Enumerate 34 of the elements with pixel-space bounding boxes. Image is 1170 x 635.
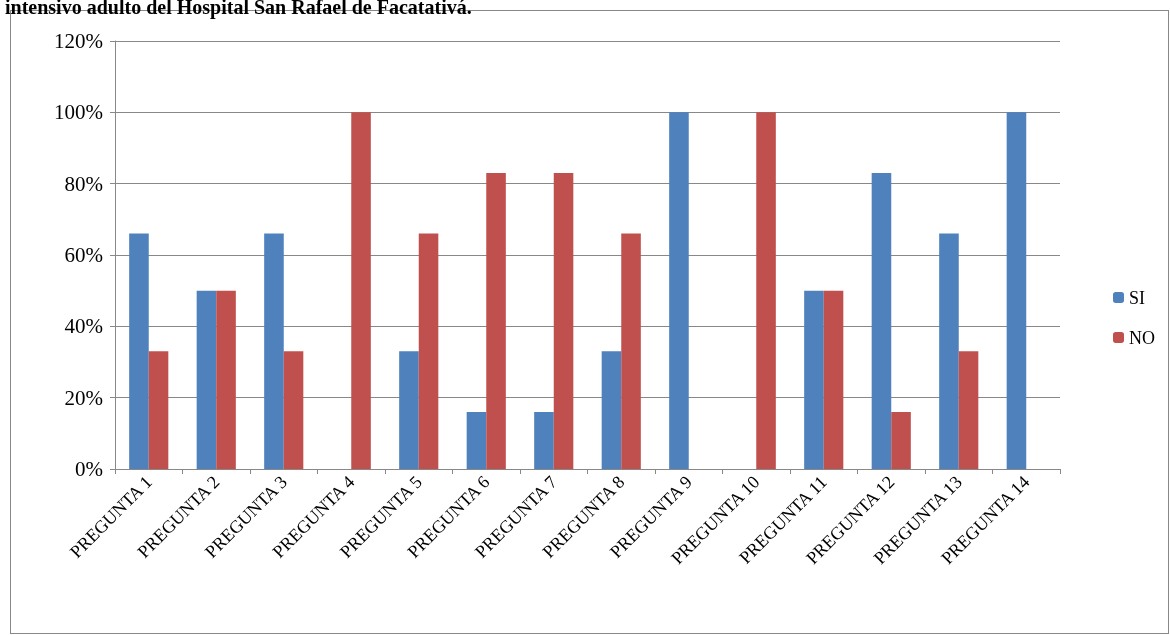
bar — [196, 290, 217, 469]
y-tick-label: 120% — [54, 29, 103, 53]
bar — [216, 290, 236, 469]
y-tick-label: 0% — [75, 457, 103, 481]
bar — [148, 351, 169, 469]
bar — [486, 172, 506, 469]
bar — [756, 112, 776, 469]
bar — [669, 112, 689, 469]
bar — [958, 351, 979, 469]
bar — [351, 112, 371, 469]
bar — [871, 172, 892, 469]
legend-label: NO — [1129, 327, 1155, 348]
bar — [601, 351, 622, 469]
bar — [534, 411, 554, 469]
legend-label: SI — [1129, 287, 1146, 308]
bar — [823, 290, 844, 469]
bar — [1006, 112, 1027, 469]
bar — [621, 233, 641, 469]
bar — [466, 411, 487, 469]
y-tick-label: 40% — [64, 314, 103, 339]
bar — [283, 351, 304, 469]
chart-title: intensivo adulto del Hospital San Rafael de Facatativá. — [5, 0, 472, 19]
bar — [264, 233, 284, 469]
bar — [804, 290, 824, 469]
y-tick-label: 20% — [64, 385, 103, 410]
bar — [399, 351, 419, 469]
y-tick-label: 60% — [64, 243, 103, 267]
bar — [553, 172, 574, 469]
bar — [939, 233, 959, 469]
y-tick-label: 100% — [54, 100, 103, 125]
bar — [129, 233, 149, 469]
bar — [418, 233, 439, 469]
y-tick-label: 80% — [64, 171, 103, 196]
bar — [891, 411, 911, 469]
